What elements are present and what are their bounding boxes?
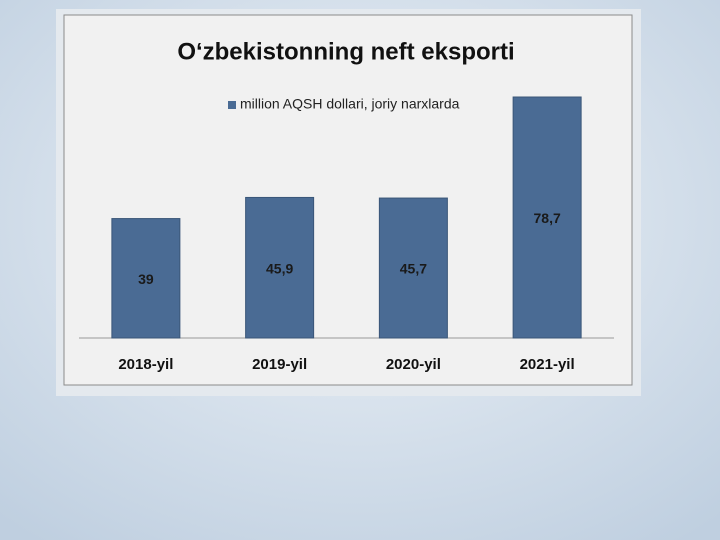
- x-tick-label: 2021-yil: [520, 356, 575, 373]
- chart-title: O‘zbekistonning neft eksporti: [177, 38, 514, 65]
- legend-label: million AQSH dollari, joriy narxlarda: [240, 96, 460, 112]
- value-label: 45,9: [266, 260, 293, 276]
- bar: [245, 196, 315, 339]
- value-label: 39: [138, 271, 154, 287]
- x-tick-label: 2018-yil: [118, 356, 173, 373]
- legend-swatch: [228, 101, 236, 109]
- bar: [378, 197, 448, 339]
- value-label: 45,7: [400, 261, 427, 277]
- bar: [111, 218, 181, 339]
- x-tick-label: 2019-yil: [252, 356, 307, 373]
- x-tick-label: 2020-yil: [386, 356, 441, 373]
- bar: [512, 96, 582, 339]
- value-label: 78,7: [534, 210, 561, 226]
